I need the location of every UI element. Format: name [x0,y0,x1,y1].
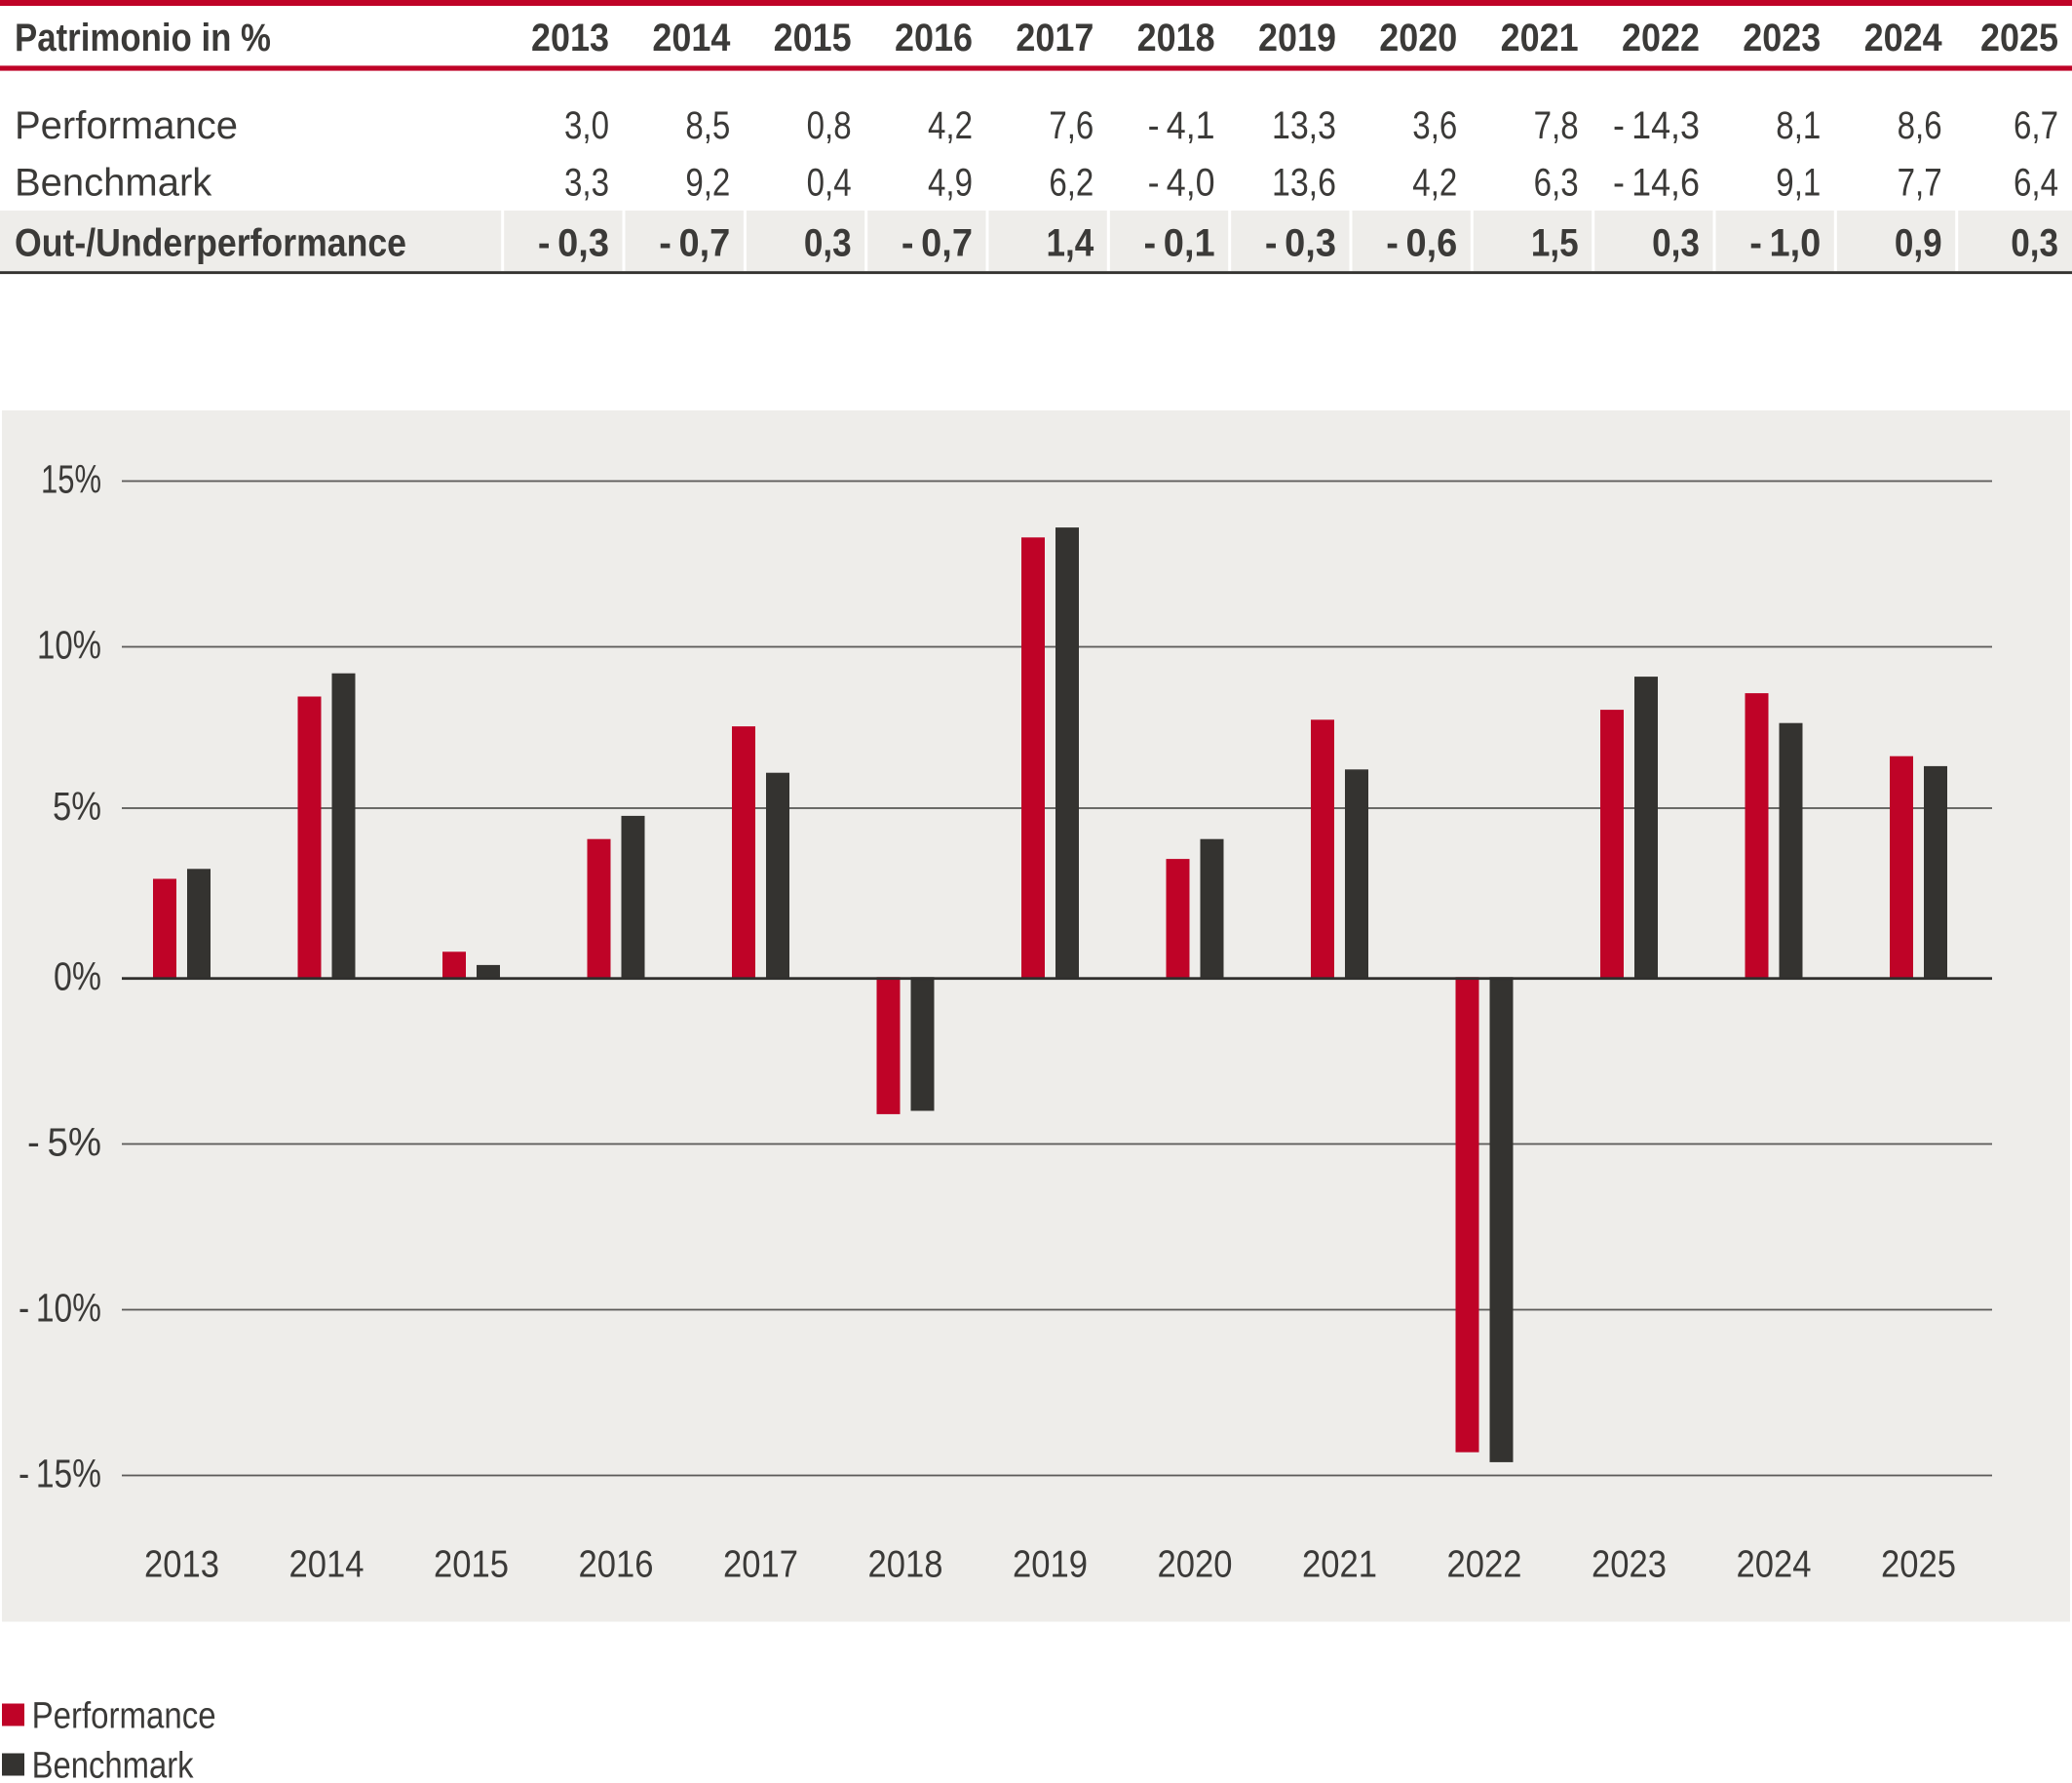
svg-text:1,4: 1,4 [1047,222,1094,265]
svg-text:0,3: 0,3 [2011,222,2058,265]
svg-text:2016: 2016 [579,1544,654,1586]
svg-text:5%: 5% [53,784,101,829]
svg-text:- 1,0: - 1,0 [1749,222,1821,265]
svg-text:2023: 2023 [1592,1544,1667,1586]
svg-text:Performance: Performance [15,104,238,147]
svg-text:Benchmark: Benchmark [32,1745,195,1778]
svg-text:4,9: 4,9 [928,162,973,205]
svg-text:3,3: 3,3 [564,162,609,205]
svg-text:- 15%: - 15% [19,1451,101,1495]
svg-text:0,8: 0,8 [807,104,852,147]
svg-text:- 4,1: - 4,1 [1148,104,1215,147]
svg-text:1,5: 1,5 [1531,222,1579,265]
svg-text:2019: 2019 [1013,1544,1088,1586]
svg-text:13,6: 13,6 [1272,162,1336,205]
svg-text:- 0,7: - 0,7 [902,222,973,265]
svg-text:7,7: 7,7 [1898,162,1942,205]
svg-text:15%: 15% [41,456,101,501]
svg-text:10%: 10% [37,622,101,667]
svg-text:- 5%: - 5% [27,1119,101,1164]
svg-text:- 0,1: - 0,1 [1144,222,1215,265]
svg-text:13,3: 13,3 [1272,104,1336,147]
svg-text:2013: 2013 [144,1544,219,1586]
svg-text:0,3: 0,3 [804,222,852,265]
svg-text:9,2: 9,2 [685,162,730,205]
svg-text:7,6: 7,6 [1049,104,1094,147]
svg-text:2023: 2023 [1743,17,1821,59]
svg-text:- 0,6: - 0,6 [1386,222,1457,265]
svg-text:0,4: 0,4 [807,162,852,205]
svg-text:8,6: 8,6 [1898,104,1942,147]
svg-text:2015: 2015 [434,1544,509,1586]
svg-text:9,1: 9,1 [1776,162,1821,205]
svg-text:8,1: 8,1 [1776,104,1821,147]
svg-text:2020: 2020 [1158,1544,1233,1586]
svg-text:Patrimonio in %: Patrimonio in % [15,17,271,59]
svg-text:- 10%: - 10% [19,1285,101,1330]
svg-text:0,9: 0,9 [1895,222,1942,265]
svg-text:2024: 2024 [1864,17,1943,59]
svg-text:- 14,6: - 14,6 [1613,162,1700,205]
svg-text:2022: 2022 [1447,1544,1522,1586]
svg-text:8,5: 8,5 [685,104,730,147]
svg-text:2021: 2021 [1302,1544,1377,1586]
svg-text:- 0,3: - 0,3 [538,222,609,265]
svg-text:2017: 2017 [1016,17,1094,59]
svg-text:Benchmark: Benchmark [15,162,212,205]
svg-text:Performance: Performance [32,1695,216,1736]
svg-text:2019: 2019 [1258,17,1336,59]
svg-text:2015: 2015 [774,17,852,59]
svg-text:- 0,7: - 0,7 [659,222,730,265]
svg-text:2017: 2017 [723,1544,798,1586]
svg-text:0,3: 0,3 [1652,222,1700,265]
svg-text:2014: 2014 [289,1544,365,1586]
svg-text:- 14,3: - 14,3 [1613,104,1700,147]
svg-text:2013: 2013 [531,17,609,59]
svg-text:4,2: 4,2 [1412,162,1457,205]
svg-text:2025: 2025 [1980,17,2058,59]
svg-text:2014: 2014 [652,17,731,59]
svg-text:4,2: 4,2 [928,104,973,147]
svg-text:2025: 2025 [1881,1544,1956,1586]
svg-text:3,0: 3,0 [564,104,609,147]
svg-text:6,7: 6,7 [2014,104,2058,147]
svg-text:6,2: 6,2 [1049,162,1094,205]
svg-text:6,3: 6,3 [1534,162,1579,205]
svg-text:Out-/Underperformance: Out-/Underperformance [15,222,406,265]
svg-text:- 0,3: - 0,3 [1265,222,1336,265]
svg-text:2018: 2018 [1137,17,1215,59]
svg-text:2020: 2020 [1379,17,1457,59]
svg-text:2021: 2021 [1501,17,1579,59]
svg-text:6,4: 6,4 [2014,162,2058,205]
svg-text:3,6: 3,6 [1412,104,1457,147]
svg-text:- 4,0: - 4,0 [1148,162,1215,205]
svg-text:7,8: 7,8 [1534,104,1579,147]
svg-text:2024: 2024 [1737,1544,1812,1586]
svg-text:2018: 2018 [868,1544,943,1586]
svg-text:0%: 0% [54,953,101,998]
svg-text:2016: 2016 [895,17,973,59]
svg-text:2022: 2022 [1622,17,1700,59]
